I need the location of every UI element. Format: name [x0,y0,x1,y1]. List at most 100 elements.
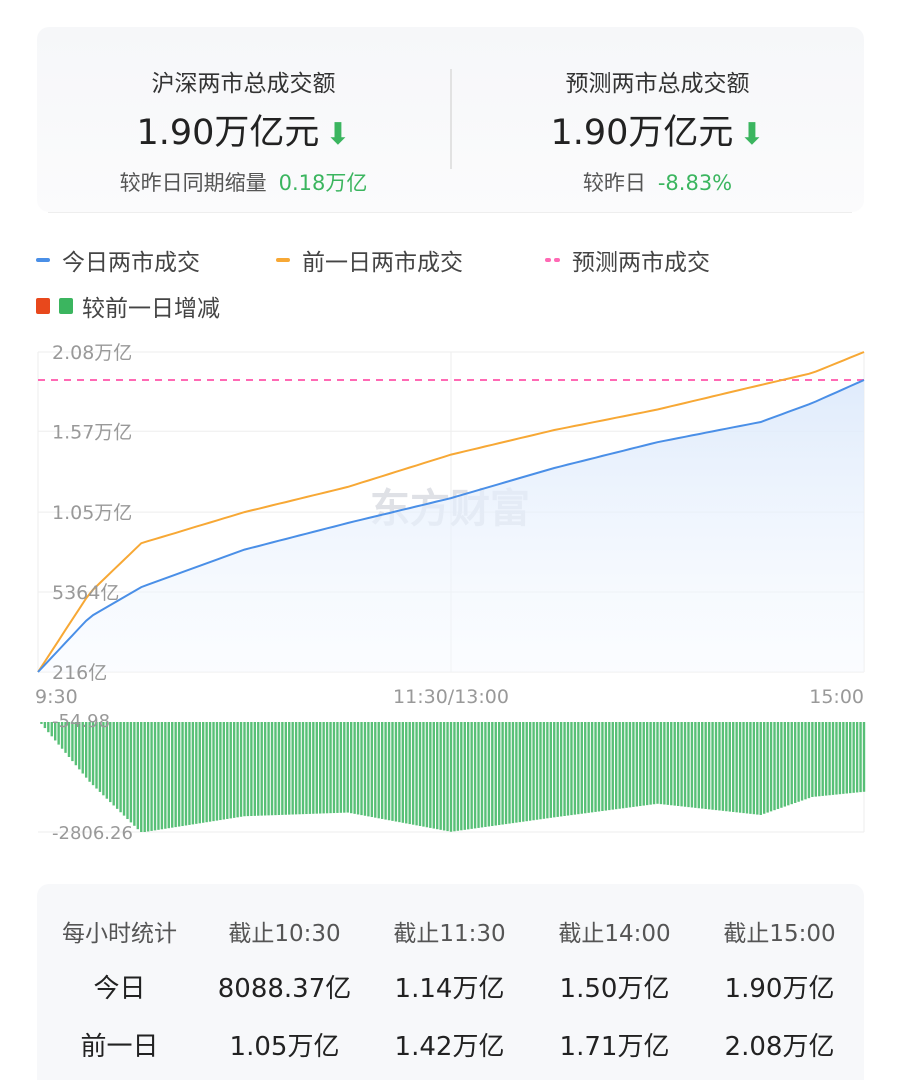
legend-today[interactable]: 今日两市成交 [36,243,200,277]
hourly-stats-table: 每小时统计 截止10:30 截止11:30 截止14:00 截止15:00 今日… [37,884,864,1080]
diff-bar [291,722,294,815]
row-label: 前一日 [80,1032,159,1062]
diff-bar [735,722,738,813]
diff-bar [670,722,673,806]
arrow-down-icon: ⬇ [325,117,351,152]
cell: 2.08万亿 [724,1032,835,1062]
diff-bar [284,722,287,815]
diff-bar [105,722,109,799]
diff-bar [749,722,752,814]
diff-bar [260,722,263,816]
total-turnover: 沪深两市总成交额 1.90万亿元 ⬇ 较昨日同期缩量 0.18万亿 [37,27,450,197]
diff-bar [587,722,590,813]
diff-bar [67,722,71,757]
diff-bar [205,722,208,823]
y-tick-label: 1.05万亿 [52,502,132,524]
cell: 1.90万亿 [724,974,835,1004]
diff-bar [821,722,824,796]
series-line-yesterday [37,351,865,673]
diff-bar [288,722,291,815]
diff-bar [838,722,842,795]
diff-bar [762,722,766,814]
diff-bar [177,722,181,827]
diff-bar [71,722,74,762]
cell: 1.42万亿 [394,1032,505,1062]
diff-bar [632,722,635,807]
diff-bar [164,722,167,829]
diff-bar [566,722,570,816]
diff-bar [356,722,360,815]
forecast-turnover-sub-value: -8.83% [657,171,733,195]
diff-bar [60,722,64,749]
diff-bar [687,722,690,808]
diff-bar [442,722,446,831]
diff-bar [797,722,800,802]
legend-forecast[interactable]: 预测两市成交 [545,243,710,277]
diff-bar [319,722,322,814]
diff-bar [628,722,632,808]
diff-bar [391,722,394,821]
cell: 1.14万亿 [394,974,505,1004]
diff-bar [184,722,188,826]
diff-bar [704,722,707,809]
diff-bar [759,722,762,815]
diff-bar [666,722,670,805]
diff-bar [852,722,855,793]
diff-bar [298,722,301,815]
diff-bar [411,722,415,825]
diff-bar [707,722,711,810]
diff-bar [102,722,105,796]
diff-bar [862,722,866,792]
diff-bar [652,722,656,805]
diff-bar [659,722,663,805]
diff-bar [336,722,339,813]
diff-bar [721,722,725,811]
diff-bar [405,722,408,824]
diff-bar [349,722,353,814]
total-turnover-value: 1.90万亿元 [136,113,320,153]
diff-bar [380,722,384,819]
diff-bar [47,722,50,733]
diff-bar [738,722,742,813]
diff-bar [467,722,470,830]
diff-bar [611,722,614,810]
diff-bar [491,722,494,826]
diff-bar [57,722,60,745]
diff-bar [649,722,652,805]
diff-bar [112,722,115,806]
diff-bar [305,722,308,815]
diff-bar [855,722,859,793]
diff-bar [167,722,170,829]
today-area-fill [38,380,864,672]
diff-bar [181,722,184,827]
diff-bar [109,722,112,803]
diff-bar [150,722,153,831]
diff-bar [429,722,432,828]
diff-bar [384,722,387,820]
legend-diff[interactable]: 较前一日增减 [36,289,220,323]
diff-bar [195,722,198,824]
divider [450,69,452,169]
diff-bar [453,722,456,832]
diff-bar [680,722,683,807]
diff-bar [487,722,491,827]
diff-bar [346,722,349,813]
diff-bar [226,722,229,819]
diff-bar [732,722,735,812]
header-cell: 每小时统计 [62,921,177,947]
legend-yesterday[interactable]: 前一日两市成交 [276,243,463,277]
diff-bar [446,722,449,832]
diff-bar [484,722,487,827]
diff-bar [281,722,284,815]
diff-bar [122,722,126,816]
diff-bar [239,722,243,817]
diff-bar [642,722,645,806]
diff-bar [229,722,232,819]
legend-swatch [36,258,50,262]
diff-bar [766,722,769,813]
legend-swatch-decrease [59,298,73,314]
diff-bar [215,722,219,821]
total-turnover-title: 沪深两市总成交额 [151,71,336,97]
diff-bar [277,722,281,816]
header-cell: 截止14:00 [558,921,671,947]
